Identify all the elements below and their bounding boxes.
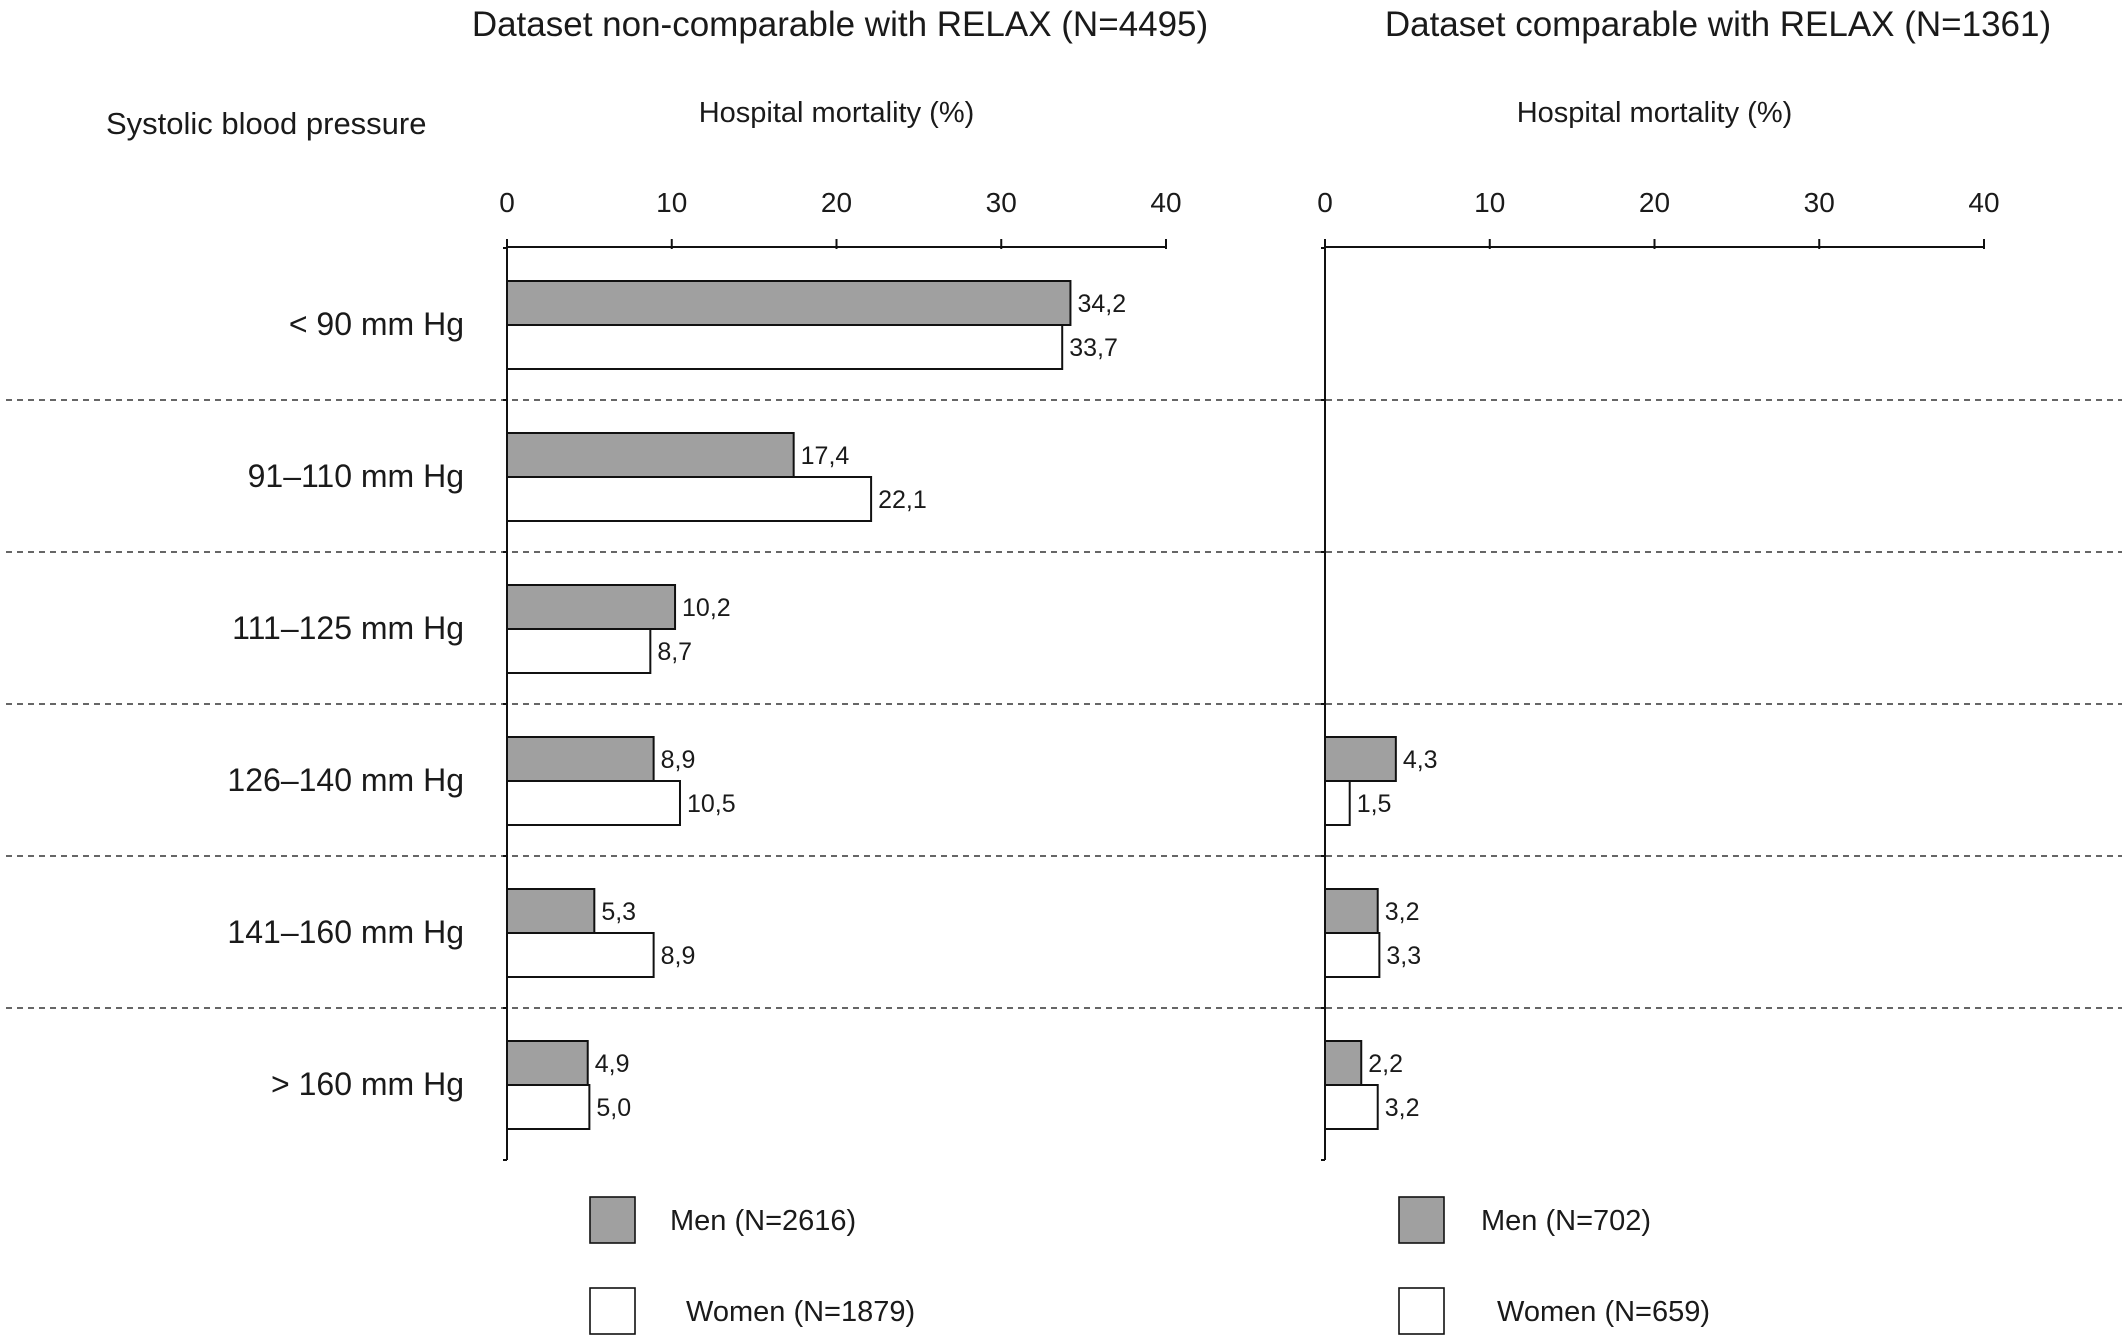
legend-label: Women (N=1879) <box>686 1296 915 1328</box>
data-label: 33,7 <box>1069 334 1118 362</box>
data-label: 8,7 <box>657 638 692 666</box>
x-tick-label: 20 <box>1639 187 1670 218</box>
x-tick-label: 30 <box>1804 187 1835 218</box>
chart-panel-1: Dataset non-comparable with RELAX (N=449… <box>227 5 1208 1335</box>
x-tick-label: 0 <box>1317 187 1333 218</box>
legend-swatch <box>589 1196 636 1244</box>
chart-title: Dataset comparable with RELAX (N=1361) <box>1385 5 2051 44</box>
data-label: 5,3 <box>601 898 636 926</box>
chart-panel-2: Dataset comparable with RELAX (N=1361) Ho… <box>1317 5 2051 1335</box>
bar-women <box>506 1084 591 1130</box>
category-label: < 90 mm Hg <box>289 306 464 342</box>
data-label: 4,9 <box>595 1050 630 1078</box>
x-tick-label: 40 <box>1150 187 1181 218</box>
bar-men <box>1324 888 1379 934</box>
data-label: 34,2 <box>1077 290 1126 318</box>
x-tick-label: 0 <box>499 187 515 218</box>
data-label: 3,3 <box>1386 942 1421 970</box>
row-header: Systolic blood pressure <box>106 106 427 141</box>
x-tick-label: 10 <box>656 187 687 218</box>
data-label: 8,9 <box>661 942 696 970</box>
category-label: 126–140 mm Hg <box>227 762 464 798</box>
category-label: 111–125 mm Hg <box>232 610 464 646</box>
legend-label: Men (N=2616) <box>670 1205 856 1237</box>
bar-men <box>506 1040 589 1086</box>
data-label: 10,2 <box>682 594 731 622</box>
bar-women <box>506 780 681 826</box>
x-axis-label: Hospital mortality (%) <box>699 97 975 129</box>
x-tick-label: 40 <box>1968 187 1999 218</box>
legend-label: Men (N=702) <box>1481 1205 1651 1237</box>
data-label: 17,4 <box>801 442 850 470</box>
bar-women <box>1324 932 1381 978</box>
bar-women <box>506 476 873 522</box>
bar-women <box>506 932 655 978</box>
bar-men <box>506 432 795 478</box>
category-label: 141–160 mm Hg <box>227 914 464 950</box>
chart-title: Dataset non-comparable with RELAX (N=449… <box>472 5 1208 44</box>
legend-swatch <box>589 1287 636 1335</box>
data-label: 5,0 <box>596 1094 631 1122</box>
category-label: 91–110 mm Hg <box>248 458 464 494</box>
data-label: 22,1 <box>878 486 927 514</box>
bar-women <box>506 324 1064 370</box>
bar-men <box>506 736 655 782</box>
legend-swatch <box>1398 1196 1445 1244</box>
bar-women <box>1324 780 1351 826</box>
data-label: 3,2 <box>1385 898 1420 926</box>
bar-men <box>506 280 1072 326</box>
bar-women <box>506 628 652 674</box>
legend-swatch <box>1398 1287 1445 1335</box>
data-label: 10,5 <box>687 790 736 818</box>
data-label: 3,2 <box>1385 1094 1420 1122</box>
x-tick-label: 20 <box>821 187 852 218</box>
data-label: 2,2 <box>1368 1050 1403 1078</box>
category-label: > 160 mm Hg <box>271 1066 464 1102</box>
bar-men <box>506 888 596 934</box>
x-axis-label: Hospital mortality (%) <box>1517 97 1793 129</box>
bar-men <box>1324 1040 1363 1086</box>
bar-men <box>506 584 677 630</box>
x-tick-label: 10 <box>1474 187 1505 218</box>
data-label: 8,9 <box>661 746 696 774</box>
data-label: 4,3 <box>1403 746 1438 774</box>
x-tick-label: 30 <box>986 187 1017 218</box>
bar-women <box>1324 1084 1379 1130</box>
legend-label: Women (N=659) <box>1497 1296 1710 1328</box>
data-label: 1,5 <box>1357 790 1392 818</box>
bar-men <box>1324 736 1397 782</box>
